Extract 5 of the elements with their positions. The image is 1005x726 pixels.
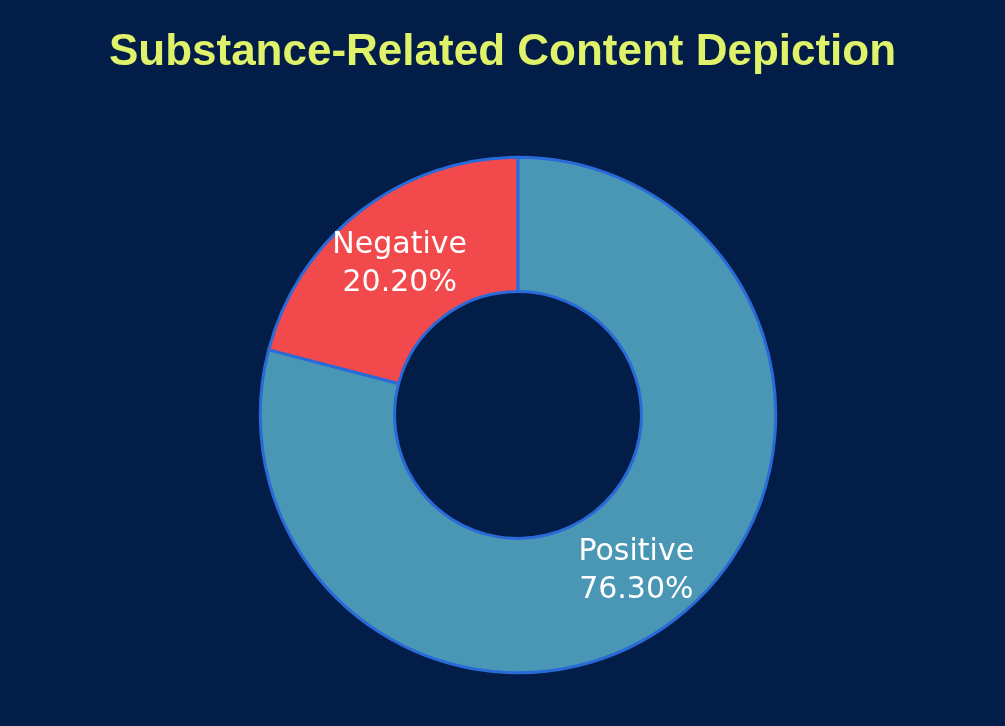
slice-label: Positive bbox=[578, 531, 695, 567]
slice-label: Negative bbox=[332, 225, 467, 261]
data-label: 20.20% bbox=[342, 263, 457, 299]
chart-title: Substance-Related Content Depiction bbox=[108, 24, 897, 74]
data-label: 76.30% bbox=[579, 569, 694, 605]
